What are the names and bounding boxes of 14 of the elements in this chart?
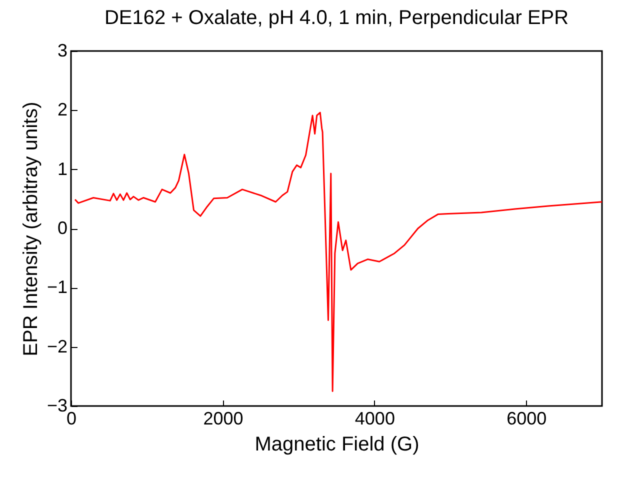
y-axis-title: EPR Intensity (arbitray units) xyxy=(20,102,42,356)
chart-title: DE162 + Oxalate, pH 4.0, 1 min, Perpendicular EPR xyxy=(104,7,569,29)
line-series xyxy=(74,112,602,392)
y-tick-label: 3 xyxy=(57,40,68,60)
y-tick-label: −1 xyxy=(46,277,68,298)
x-axis-title: Magnetic Field (G) xyxy=(254,434,420,456)
x-tick-label: 4000 xyxy=(354,408,395,428)
y-tick-label: 0 xyxy=(57,218,68,238)
y-tick-label: −3 xyxy=(46,396,68,416)
x-tick-label: 2000 xyxy=(203,408,244,428)
y-tick-label: −2 xyxy=(46,336,68,356)
x-tick-label: 6000 xyxy=(506,408,547,428)
y-tick-label: 2 xyxy=(57,100,68,120)
y-tick-label: 1 xyxy=(57,158,68,179)
